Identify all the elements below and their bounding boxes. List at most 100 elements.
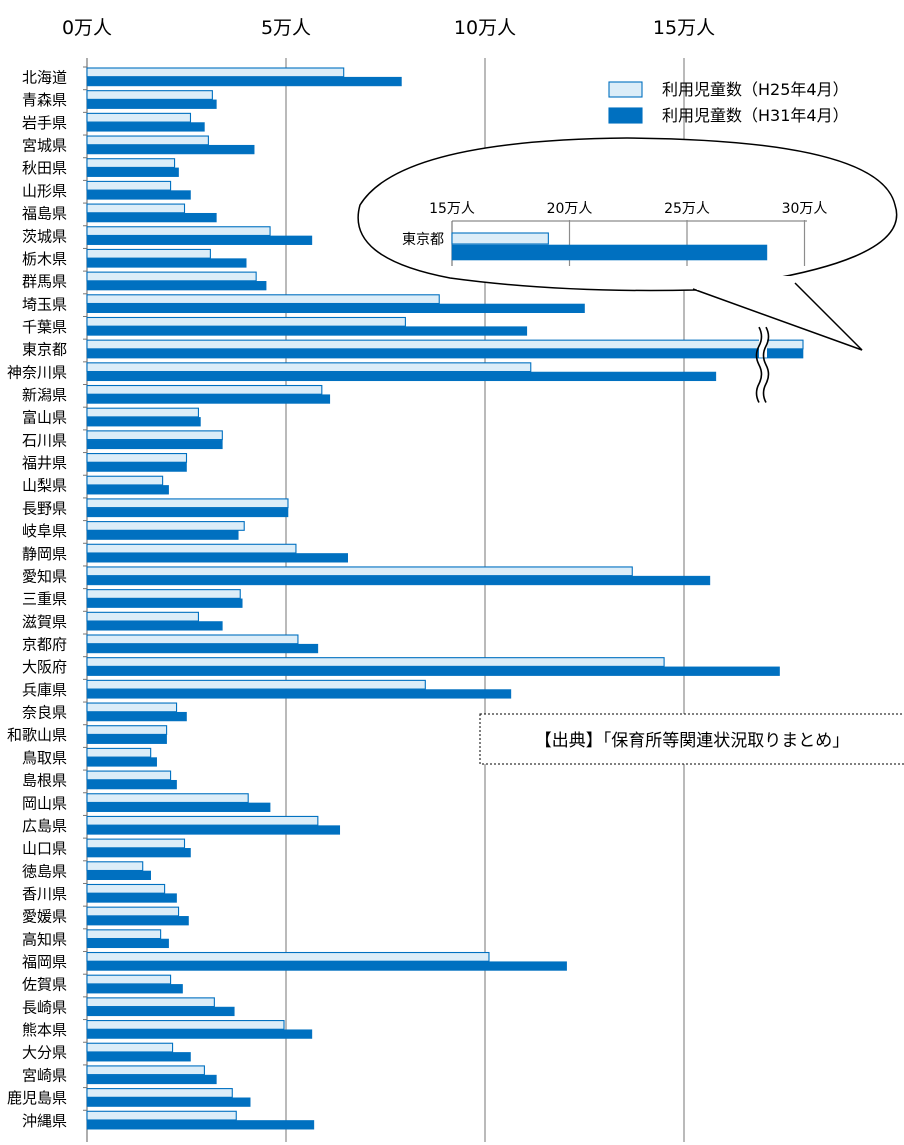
category-label-愛媛県: 愛媛県 bbox=[22, 908, 67, 926]
bar-長野県-series-2 bbox=[86, 507, 289, 518]
category-label-兵庫県: 兵庫県 bbox=[22, 681, 67, 699]
inset-x-tick-label-20: 20万人 bbox=[547, 201, 593, 217]
bar-大分県-series-2 bbox=[86, 1052, 191, 1062]
bar-兵庫県-series-1 bbox=[86, 679, 426, 690]
bar-山形県-series-1 bbox=[86, 180, 172, 191]
bar-埼玉県-series-2 bbox=[86, 303, 585, 313]
axis-break-line-right bbox=[762, 326, 770, 403]
bar-三重県-series-1 bbox=[86, 589, 241, 599]
category-label-三重県: 三重県 bbox=[22, 590, 67, 608]
legend-label-1: 利用児童数（H25年4月） bbox=[662, 80, 849, 99]
bar-群馬県-series-1 bbox=[86, 271, 257, 282]
bar-山口県-series-1 bbox=[86, 838, 186, 849]
category-label-秋田県: 秋田県 bbox=[22, 159, 67, 177]
category-label-青森県: 青森県 bbox=[22, 91, 67, 109]
bar-北海道-series-1 bbox=[86, 67, 345, 78]
bar-徳島県-series-1 bbox=[86, 861, 144, 872]
bar-長崎県-series-2 bbox=[86, 1006, 235, 1017]
bar-鳥取県-series-2 bbox=[86, 757, 157, 767]
bar-北海道-series-2 bbox=[86, 76, 402, 87]
category-label-茨城県: 茨城県 bbox=[22, 227, 67, 245]
bar-広島県-series-2 bbox=[86, 825, 341, 835]
category-label-福岡県: 福岡県 bbox=[22, 953, 67, 971]
bar-宮崎県-series-1 bbox=[86, 1065, 205, 1076]
bar-千葉県-series-2 bbox=[86, 326, 528, 336]
bar-大分県-series-1 bbox=[86, 1042, 174, 1053]
bar-山形県-series-2 bbox=[86, 190, 191, 200]
bar-山梨県-series-1 bbox=[86, 475, 164, 486]
inset-x-tick-label-30: 30万人 bbox=[782, 201, 828, 217]
category-labels: 北海道青森県岩手県宮城県秋田県山形県福島県茨城県栃木県群馬県埼玉県千葉県東京都神… bbox=[7, 69, 67, 1130]
bars bbox=[86, 67, 804, 1130]
category-label-北海道: 北海道 bbox=[22, 69, 67, 87]
category-label-神奈川県: 神奈川県 bbox=[7, 363, 67, 381]
bar-和歌山県-series-1 bbox=[86, 725, 168, 735]
inset-bar-series-1 bbox=[451, 232, 549, 245]
bar-福島県-series-2 bbox=[86, 212, 217, 223]
category-label-滋賀県: 滋賀県 bbox=[22, 613, 67, 631]
bar-青森県-series-2 bbox=[86, 99, 217, 109]
inset-category-label: 東京都 bbox=[402, 232, 444, 248]
bar-福井県-series-1 bbox=[86, 453, 188, 463]
bar-熊本県-series-1 bbox=[86, 1020, 285, 1030]
bar-長野県-series-1 bbox=[86, 498, 289, 509]
category-label-広島県: 広島県 bbox=[22, 817, 67, 835]
x-axis-ticks: 0万人 5万人 10万人 15万人 bbox=[62, 17, 715, 39]
bar-京都府-series-1 bbox=[86, 634, 299, 645]
bar-青森県-series-1 bbox=[86, 90, 213, 100]
bar-香川県-series-2 bbox=[86, 893, 177, 903]
category-label-石川県: 石川県 bbox=[22, 431, 67, 449]
bar-福岡県-series-1 bbox=[86, 951, 490, 962]
bar-高知県-series-2 bbox=[86, 938, 169, 949]
category-label-鹿児島県: 鹿児島県 bbox=[7, 1089, 67, 1107]
category-label-宮城県: 宮城県 bbox=[22, 137, 67, 155]
category-label-山梨県: 山梨県 bbox=[22, 477, 67, 495]
bar-愛媛県-series-2 bbox=[86, 916, 189, 926]
bar-福岡県-series-2 bbox=[86, 961, 567, 971]
inset-bar-series-2 bbox=[451, 244, 768, 261]
category-label-福島県: 福島県 bbox=[22, 205, 67, 223]
source-note-frame bbox=[479, 713, 904, 765]
bar-鹿児島県-series-1 bbox=[86, 1088, 233, 1098]
bar-沖縄県-series-2 bbox=[86, 1120, 315, 1130]
bar-岡山県-series-1 bbox=[86, 793, 249, 804]
bar-宮城県-series-1 bbox=[86, 135, 209, 146]
category-label-京都府: 京都府 bbox=[22, 636, 67, 654]
bar-奈良県-series-2 bbox=[86, 711, 187, 722]
legend-swatch-2 bbox=[608, 107, 643, 124]
bar-茨城県-series-1 bbox=[86, 226, 271, 237]
category-label-宮崎県: 宮崎県 bbox=[22, 1066, 67, 1084]
bar-千葉県-series-1 bbox=[86, 316, 406, 327]
bar-茨城県-series-2 bbox=[86, 235, 313, 245]
category-label-和歌山県: 和歌山県 bbox=[7, 726, 67, 744]
category-label-熊本県: 熊本県 bbox=[22, 1021, 67, 1039]
bar-岐阜県-series-2 bbox=[86, 530, 239, 540]
bar-広島県-series-1 bbox=[86, 815, 319, 826]
bar-石川県-series-1 bbox=[86, 430, 223, 441]
axis-break-gap bbox=[759, 337, 767, 358]
category-label-大阪府: 大阪府 bbox=[22, 658, 67, 676]
bar-奈良県-series-1 bbox=[86, 702, 178, 713]
bar-愛知県-series-1 bbox=[86, 566, 633, 577]
bar-兵庫県-series-2 bbox=[86, 689, 512, 699]
bar-新潟県-series-2 bbox=[86, 394, 331, 404]
bar-富山県-series-2 bbox=[86, 417, 201, 427]
bar-岩手県-series-2 bbox=[86, 122, 205, 132]
category-label-岩手県: 岩手県 bbox=[22, 114, 67, 132]
source-note-box: 【出典】「保育所等関連状況取りまとめ」 bbox=[479, 713, 904, 765]
bar-岐阜県-series-1 bbox=[86, 521, 245, 531]
category-label-香川県: 香川県 bbox=[22, 885, 67, 903]
bar-静岡県-series-1 bbox=[86, 543, 297, 554]
bar-岩手県-series-1 bbox=[86, 112, 192, 123]
x-tick-label-5: 5万人 bbox=[261, 17, 311, 39]
bar-沖縄県-series-1 bbox=[86, 1110, 237, 1121]
bar-島根県-series-1 bbox=[86, 770, 172, 781]
category-label-東京都: 東京都 bbox=[22, 341, 67, 359]
bar-島根県-series-2 bbox=[86, 779, 177, 790]
bar-大阪府-series-1 bbox=[86, 657, 665, 667]
bar-滋賀県-series-1 bbox=[86, 611, 199, 622]
bar-愛媛県-series-1 bbox=[86, 906, 180, 917]
bar-高知県-series-1 bbox=[86, 929, 162, 940]
callout-tail-joint bbox=[697, 276, 792, 290]
